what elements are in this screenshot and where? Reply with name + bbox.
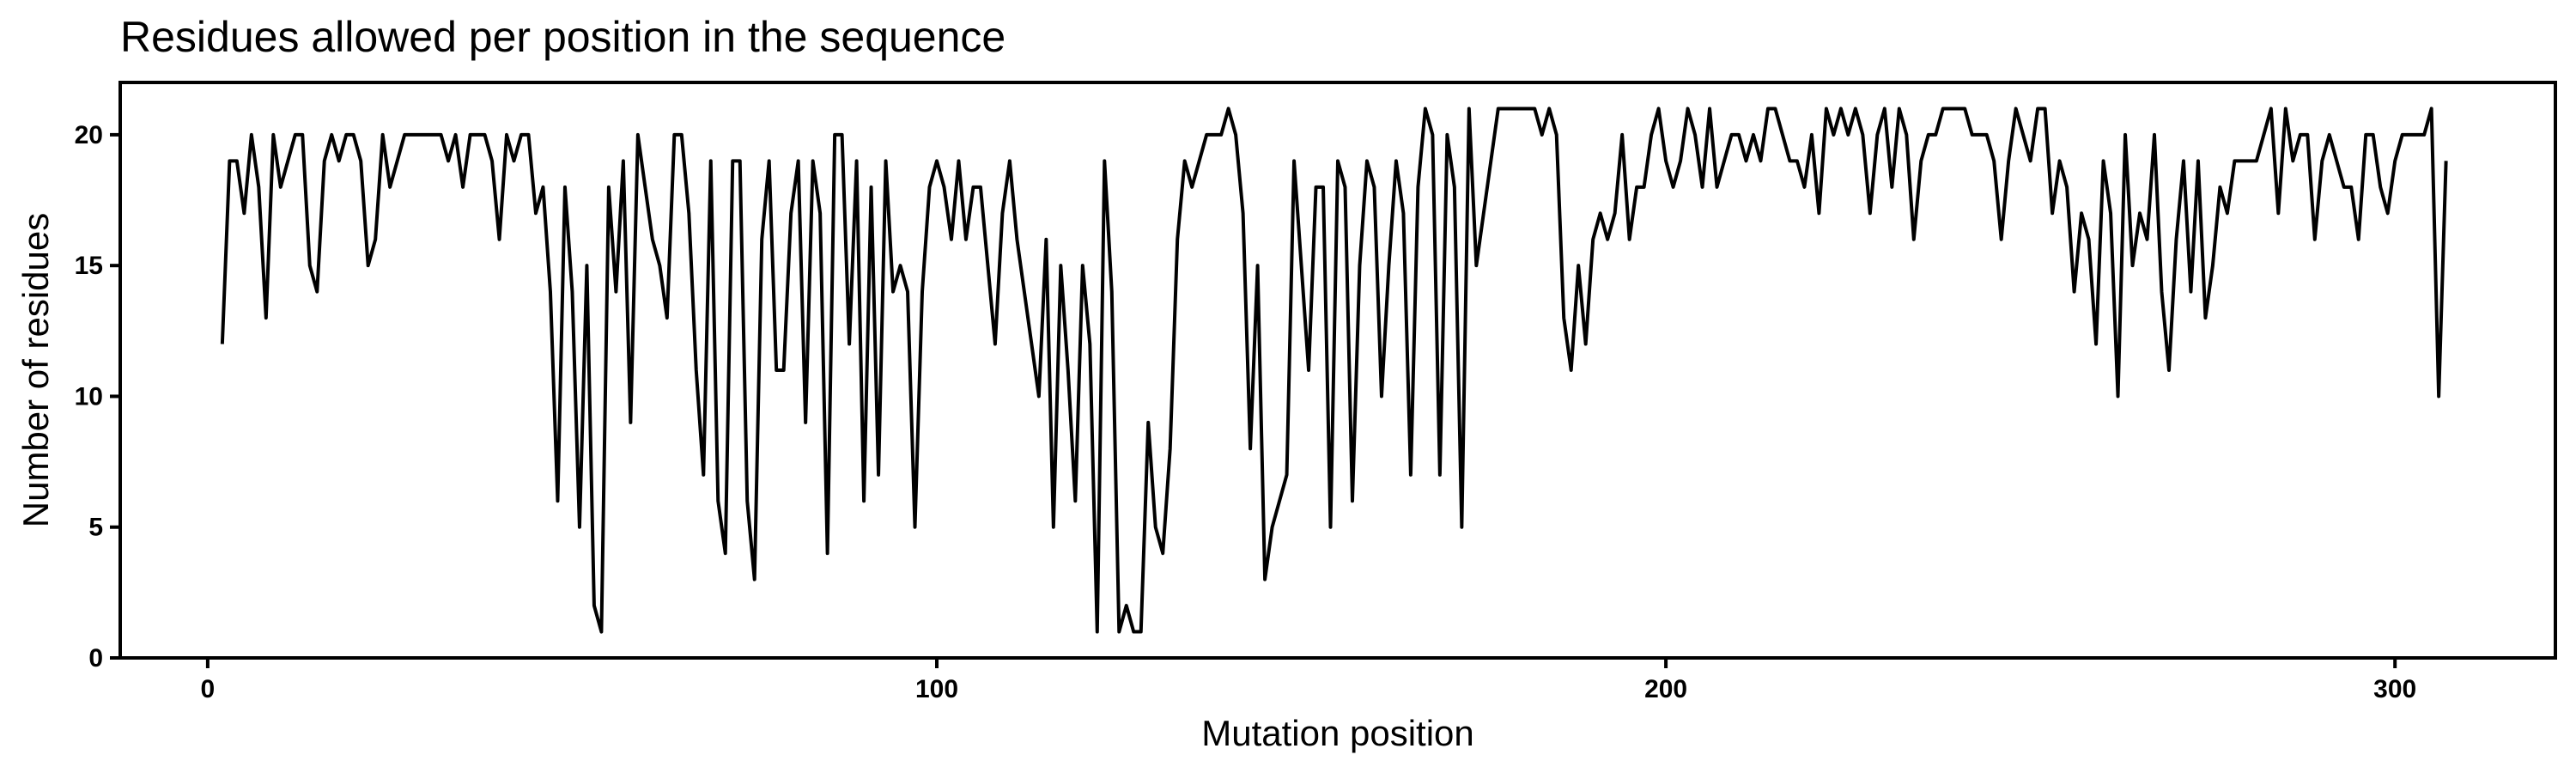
y-axis: 0 5 10 15 20 [75,121,120,673]
y-tick-label: 10 [75,382,103,411]
y-tick-label: 0 [88,644,103,673]
x-tick-label: 300 [2373,675,2416,703]
y-tick-label: 5 [88,514,103,542]
y-tick-label: 20 [75,121,103,149]
y-tick-label: 15 [75,252,103,280]
series-line [220,107,2448,634]
y-axis-label: Number of residues [15,213,56,528]
x-axis-label: Mutation position [1201,713,1474,753]
x-tick-label: 0 [201,675,216,703]
chart-title: Residues allowed per position in the seq… [120,13,1005,61]
plot-area-frame [118,81,2557,660]
x-tick-label: 200 [1644,675,1687,703]
x-axis: 0 100 200 300 [201,658,2416,703]
x-tick-label: 100 [915,675,958,703]
